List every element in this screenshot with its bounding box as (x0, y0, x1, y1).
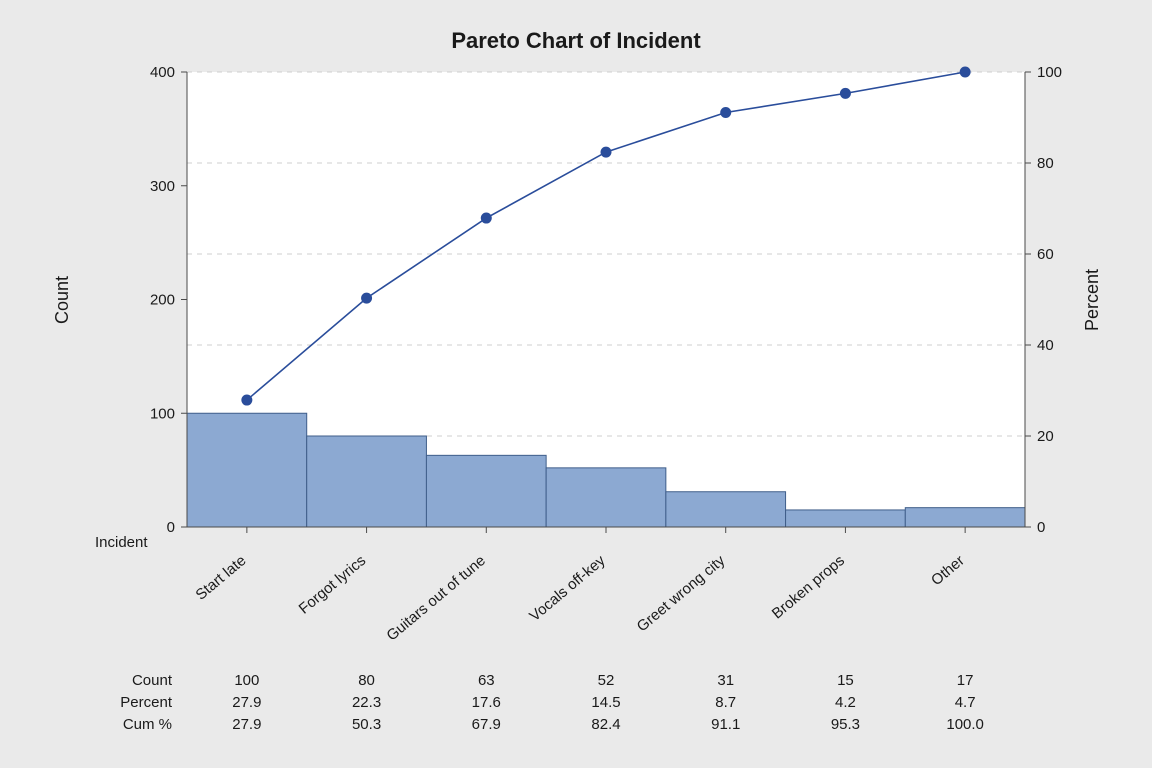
bar (426, 455, 546, 527)
bar (546, 468, 666, 527)
table-cell: 14.5 (591, 694, 620, 711)
table-cell: 4.2 (835, 694, 856, 711)
table-cell: 100.0 (946, 716, 984, 733)
table-cell: 22.3 (352, 694, 381, 711)
bar (666, 492, 786, 527)
y-right-label: Percent (1082, 269, 1102, 331)
category-label: Forgot lyrics (296, 552, 370, 618)
table-cell: 95.3 (831, 716, 860, 733)
ytick-right-label: 100 (1037, 64, 1062, 81)
cum-marker (601, 147, 611, 157)
ytick-left-label: 400 (150, 64, 175, 81)
cum-marker (840, 88, 850, 98)
ytick-right-label: 60 (1037, 246, 1054, 263)
pareto-stage: 0 100 200 300 400 0 20 40 60 80 100 Start late Forgo… (0, 0, 1152, 768)
table-cell: 50.3 (352, 716, 381, 733)
cum-marker (721, 107, 731, 117)
table-cell: 31 (717, 672, 734, 689)
cum-marker (242, 395, 252, 405)
table-cell: 8.7 (715, 694, 736, 711)
table-cell: 91.1 (711, 716, 740, 733)
table-row-header: Percent (120, 694, 173, 711)
bar (187, 413, 307, 527)
table-row-header: Count (132, 672, 173, 689)
table-cell: 52 (598, 672, 615, 689)
bar (786, 510, 906, 527)
category-label: Other (928, 552, 968, 589)
table-cell: 17.6 (472, 694, 501, 711)
chart-title: Pareto Chart of Incident (451, 28, 701, 53)
table-cell: 17 (957, 672, 974, 689)
pareto-svg: 0 100 200 300 400 0 20 40 60 80 100 Start late Forgo… (0, 0, 1152, 768)
ytick-right-label: 0 (1037, 519, 1045, 536)
category-label: Vocals off-key (526, 552, 609, 625)
table-cell: 67.9 (472, 716, 501, 733)
table-cell: 82.4 (591, 716, 620, 733)
table-cell: 80 (358, 672, 375, 689)
ytick-right-label: 40 (1037, 337, 1054, 354)
table-row-header: Cum % (123, 716, 172, 733)
table-cell: 63 (478, 672, 495, 689)
ytick-left-label: 300 (150, 178, 175, 195)
category-label: Broken props (769, 552, 848, 622)
category-label: Guitars out of tune (383, 552, 488, 644)
bar (307, 436, 427, 527)
ytick-left-label: 0 (167, 519, 175, 536)
table-cell: 4.7 (955, 694, 976, 711)
cum-marker (362, 293, 372, 303)
table-cell: 27.9 (232, 716, 261, 733)
ytick-left-label: 200 (150, 292, 175, 309)
ytick-left-label: 100 (150, 405, 175, 422)
table-cell: 27.9 (232, 694, 261, 711)
table-cell: 15 (837, 672, 854, 689)
cum-marker (960, 67, 970, 77)
table-cell: 100 (234, 672, 259, 689)
category-label: Greet wrong city (634, 552, 729, 636)
category-label: Start late (193, 552, 250, 604)
ytick-right-label: 80 (1037, 155, 1054, 172)
y-left-label: Count (52, 276, 72, 324)
bar (905, 508, 1025, 527)
x-axis-title: Incident (95, 534, 148, 551)
cum-marker (481, 213, 491, 223)
ytick-right-label: 20 (1037, 428, 1054, 445)
